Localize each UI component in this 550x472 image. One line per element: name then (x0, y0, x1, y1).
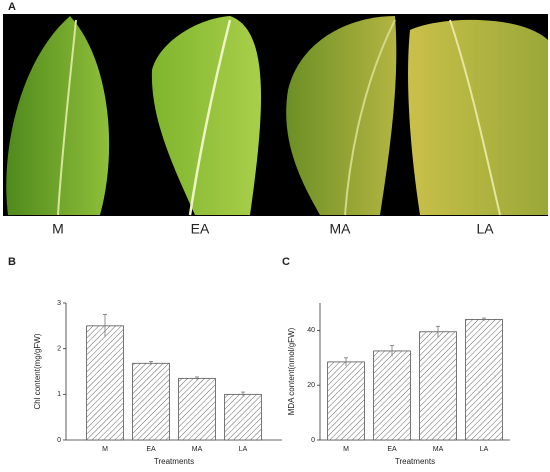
leaf-vein (449, 19, 501, 216)
panel-label: A (8, 1, 16, 13)
leaf-vein (57, 19, 77, 216)
photo-label: LA (476, 221, 494, 237)
photo-label: M (52, 221, 64, 237)
bar (327, 361, 365, 441)
photo (3, 14, 548, 216)
x-tick-label: LA (480, 446, 489, 453)
x-tick-label: M (102, 446, 108, 453)
y-tick-label: 2 (57, 346, 61, 353)
bar (419, 331, 457, 441)
leaf (151, 16, 262, 215)
bar (178, 377, 216, 441)
x-tick-label: EA (387, 446, 397, 453)
y-tick-label: 1 (57, 391, 61, 398)
leaf (286, 16, 397, 215)
x-tick-label: LA (239, 446, 248, 453)
photo-label: MA (330, 221, 352, 237)
leaf-vein (344, 19, 396, 216)
x-tick-label: M (343, 446, 349, 453)
y-axis-label: Chl content(mg/gFW) (33, 333, 42, 409)
photo-label: EA (191, 221, 210, 237)
bar (132, 362, 170, 441)
y-tick-label: 3 (57, 300, 61, 307)
y-axis-label: MDA content(nmol/gFW) (287, 327, 296, 415)
bar (224, 393, 262, 441)
bar (465, 319, 503, 441)
y-tick-label: 0 (57, 437, 61, 444)
x-axis-label: Treatments (154, 457, 194, 466)
y-tick-label: 20 (307, 382, 315, 389)
leaf-vein (188, 19, 232, 216)
bar (86, 325, 124, 441)
x-tick-label: MA (433, 446, 444, 453)
y-tick-label: 0 (311, 437, 315, 444)
y-tick-label: 40 (307, 327, 315, 334)
panel-label: C (282, 256, 290, 268)
panel-label: B (8, 256, 16, 268)
x-tick-label: MA (192, 446, 203, 453)
x-axis-label: Treatments (395, 457, 435, 466)
leaf (6, 16, 110, 215)
bar (373, 350, 411, 441)
x-tick-label: EA (146, 446, 156, 453)
